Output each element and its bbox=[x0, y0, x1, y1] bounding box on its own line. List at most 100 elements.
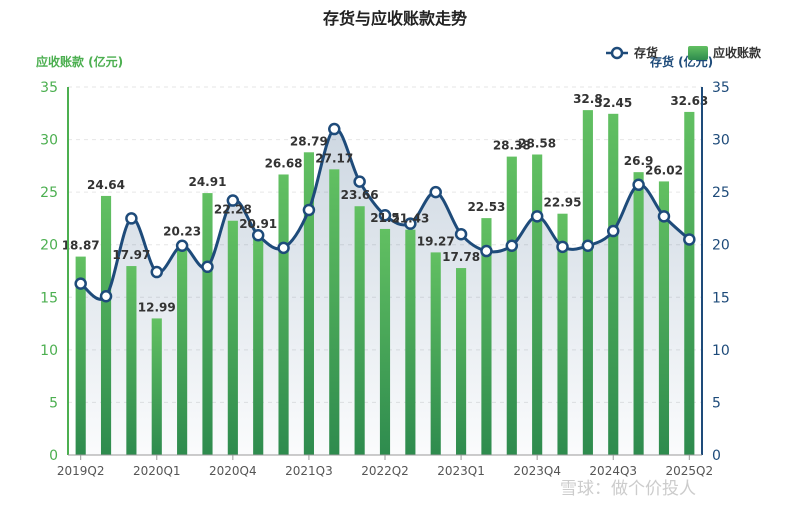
receivables-bar bbox=[481, 218, 492, 455]
inventory-point bbox=[454, 227, 468, 241]
inventory-point bbox=[581, 239, 595, 253]
receivables-bar bbox=[532, 154, 543, 455]
inventory-point bbox=[226, 194, 240, 207]
inventory-point bbox=[99, 289, 113, 303]
x-axis-tick-label: 2023Q1 bbox=[437, 464, 485, 478]
receivables-bar bbox=[608, 113, 619, 455]
inventory-point bbox=[556, 240, 569, 254]
right-axis-tick-label: 25 bbox=[712, 185, 730, 201]
receivables-data-label: 24.64 bbox=[87, 178, 125, 192]
receivables-data-label: 23.66 bbox=[341, 188, 379, 202]
left-axis-tick-label: 30 bbox=[40, 133, 58, 149]
receivables-data-label: 26.02 bbox=[645, 163, 683, 177]
left-axis-tick-label: 5 bbox=[49, 395, 58, 411]
receivables-bar bbox=[379, 228, 391, 455]
receivables-data-label: 18.87 bbox=[62, 239, 100, 253]
receivables-bar bbox=[456, 268, 467, 455]
receivables-bar bbox=[658, 181, 670, 456]
x-axis-tick-label: 2024Q3 bbox=[589, 464, 637, 478]
inventory-point bbox=[404, 217, 417, 230]
inventory-point bbox=[530, 210, 544, 223]
x-axis-tick-label: 2022Q2 bbox=[361, 464, 409, 478]
receivables-data-label: 26.68 bbox=[265, 156, 303, 170]
receivables-bar bbox=[303, 152, 314, 456]
receivables-bar bbox=[151, 318, 162, 455]
receivables-data-label: 32.63 bbox=[670, 94, 708, 108]
right-axis-tick-label: 20 bbox=[712, 238, 730, 254]
legend-line-marker bbox=[610, 46, 624, 60]
receivables-data-label: 20.23 bbox=[163, 224, 201, 238]
receivables-data-label: 22.28 bbox=[214, 203, 252, 217]
inventory-point bbox=[505, 239, 519, 253]
receivables-bar bbox=[684, 111, 695, 455]
inventory-point bbox=[606, 224, 620, 238]
receivables-data-label: 12.99 bbox=[138, 300, 176, 314]
receivables-bar bbox=[278, 174, 289, 455]
right-axis-tick-label: 0 bbox=[712, 448, 721, 464]
inventory-point bbox=[480, 244, 493, 258]
receivables-data-label: 32.8 bbox=[573, 92, 603, 106]
inventory-point bbox=[125, 212, 138, 225]
receivables-data-label: 32.45 bbox=[594, 96, 632, 110]
inventory-point bbox=[74, 277, 87, 290]
right-axis-tick-label: 10 bbox=[712, 343, 730, 359]
x-axis-tick-label: 2019Q2 bbox=[57, 464, 105, 478]
inventory-point bbox=[657, 210, 671, 223]
receivables-data-label: 17.97 bbox=[112, 248, 150, 262]
receivables-bar bbox=[430, 252, 441, 455]
receivables-data-label: 26.9 bbox=[624, 154, 654, 168]
inventory-point bbox=[201, 260, 214, 274]
right-axis-tick-label: 5 bbox=[712, 395, 721, 411]
receivables-data-label: 27.17 bbox=[315, 151, 353, 165]
chart-title: 存货与应收账款走势 bbox=[323, 9, 467, 28]
watermark: 雪球：做个价投人 bbox=[560, 479, 696, 499]
x-axis-tick-label: 2021Q3 bbox=[285, 464, 333, 478]
receivables-bar bbox=[253, 235, 264, 455]
left-axis-tick-label: 0 bbox=[49, 448, 58, 464]
receivables-data-label: 28.58 bbox=[518, 137, 556, 151]
receivables-data-label: 22.95 bbox=[544, 196, 582, 210]
receivables-bar bbox=[177, 242, 188, 455]
left-axis-tick-label: 15 bbox=[40, 290, 58, 306]
receivables-bar bbox=[633, 172, 644, 455]
receivables-bar bbox=[354, 206, 365, 455]
legend-receivables-label: 应收账款 bbox=[713, 45, 762, 60]
receivables-data-label: 20.91 bbox=[239, 217, 277, 231]
legend-inventory-label: 存货 bbox=[633, 45, 658, 60]
receivables-bar bbox=[75, 256, 86, 455]
x-axis-tick-label: 2020Q1 bbox=[133, 464, 181, 478]
inventory-point bbox=[277, 241, 290, 255]
right-axis-tick-label: 15 bbox=[712, 290, 730, 306]
inventory-point bbox=[251, 229, 265, 242]
receivables-data-label: 28.79 bbox=[290, 134, 328, 148]
inventory-point bbox=[353, 175, 366, 188]
x-axis-tick-label: 2025Q2 bbox=[666, 464, 714, 478]
right-axis-tick-label: 30 bbox=[712, 133, 730, 149]
inventory-point bbox=[378, 209, 392, 222]
receivables-bar bbox=[405, 229, 416, 455]
receivables-data-label: 24.91 bbox=[188, 175, 226, 189]
receivables-data-label: 22.53 bbox=[467, 200, 505, 214]
receivables-bar bbox=[506, 156, 517, 456]
right-axis-tick-label: 35 bbox=[712, 80, 730, 96]
legend: 存货 应收账款 bbox=[606, 45, 762, 60]
receivables-bar bbox=[202, 193, 213, 455]
receivables-bar bbox=[126, 266, 137, 455]
left-axis-tick-label: 25 bbox=[40, 185, 58, 201]
receivables-bar bbox=[100, 195, 112, 456]
inventory-point bbox=[328, 122, 341, 136]
receivables-data-label: 21.43 bbox=[391, 212, 429, 226]
inventory-point bbox=[302, 203, 316, 217]
receivables-bar bbox=[557, 213, 568, 455]
inventory-point bbox=[632, 178, 645, 192]
left-axis-tick-label: 10 bbox=[40, 343, 58, 359]
inventory-point bbox=[150, 265, 164, 279]
inventory-point bbox=[429, 185, 442, 199]
receivables-data-label: 19.27 bbox=[417, 234, 455, 248]
receivables-data-label: 17.78 bbox=[442, 250, 480, 264]
x-axis-tick-label: 2023Q4 bbox=[513, 464, 561, 478]
receivables-data-label: 21.5 bbox=[370, 211, 400, 225]
receivables-bar bbox=[329, 169, 340, 456]
receivables-bar bbox=[582, 110, 593, 455]
